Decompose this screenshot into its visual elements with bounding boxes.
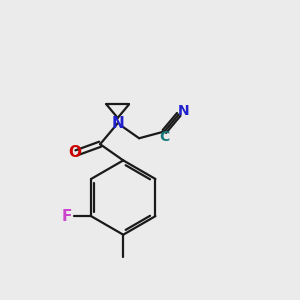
Text: F: F xyxy=(62,208,73,224)
Text: N: N xyxy=(177,104,189,118)
Text: C: C xyxy=(160,130,170,143)
Text: N: N xyxy=(111,116,124,131)
Text: O: O xyxy=(68,145,81,160)
